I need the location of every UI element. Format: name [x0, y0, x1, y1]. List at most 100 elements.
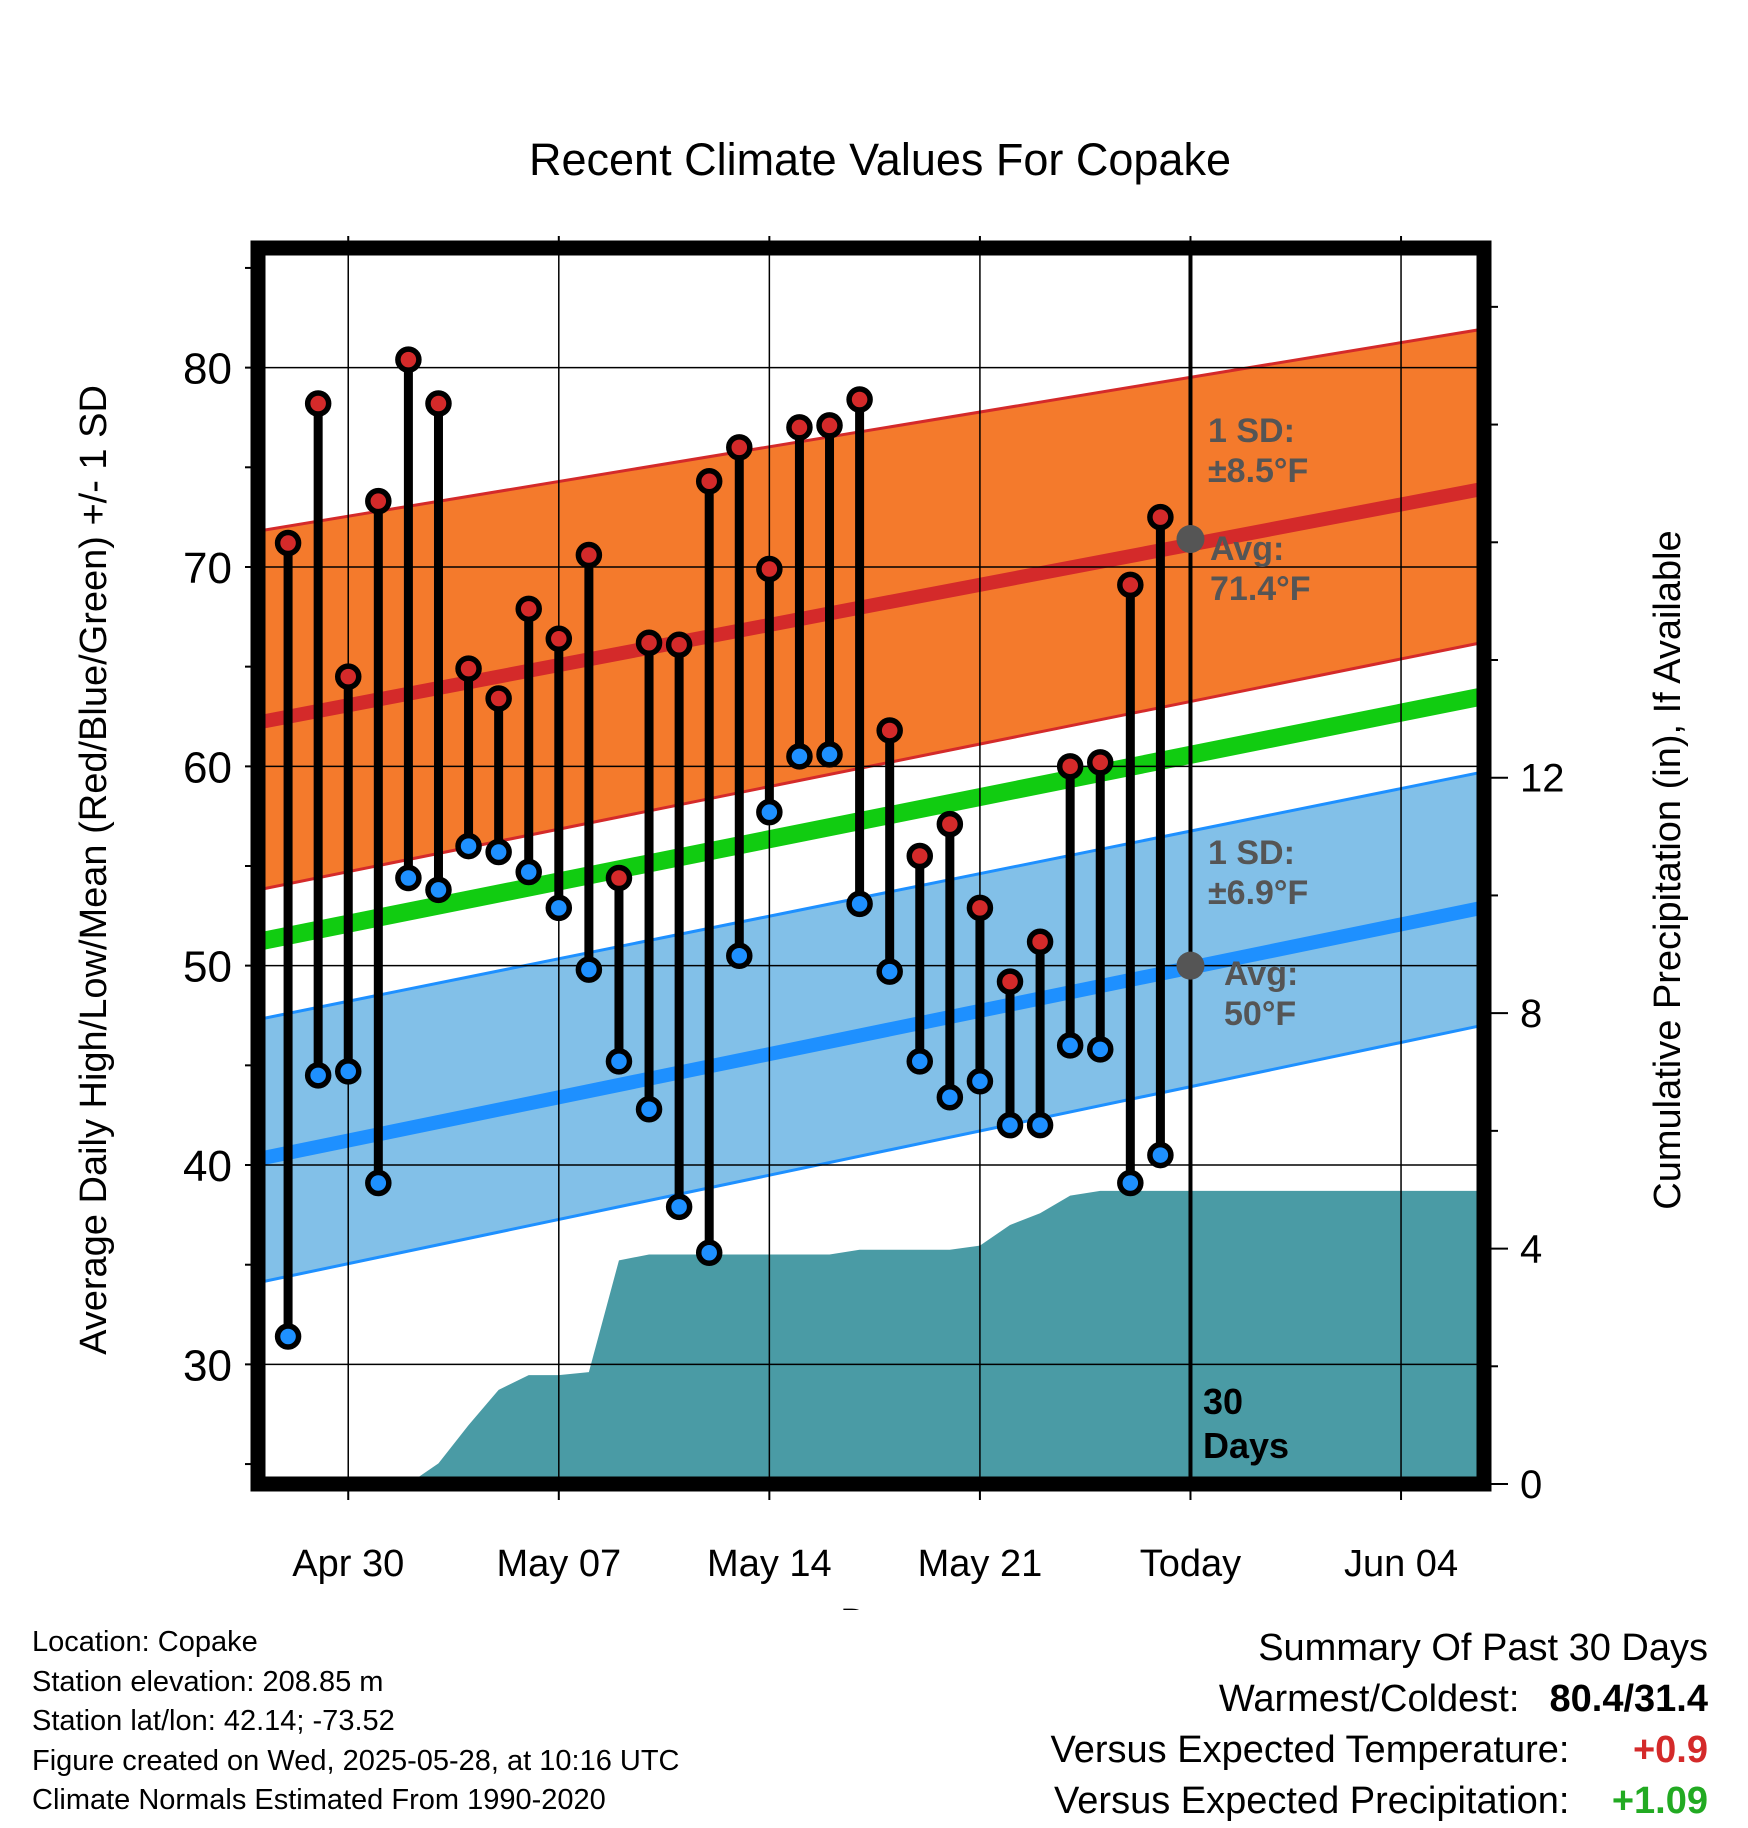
y2-axis-label: Cumulative Precipitation (in), If Availa… [1647, 530, 1689, 1209]
daily-low-point [425, 876, 452, 904]
daily-low-point [756, 798, 783, 826]
today-high-normal-marker [1176, 525, 1205, 554]
daily-high-point [906, 842, 934, 870]
daily-low-point [846, 890, 873, 918]
daily-high-point [846, 386, 873, 413]
temp-label: Versus Expected Temperature: [1050, 1729, 1570, 1771]
low-sd-band-upper-edge [258, 770, 1484, 1021]
plot-inner [258, 248, 1484, 1484]
x-tick-label: May 14 [707, 1543, 832, 1585]
high-normal-line [258, 481, 1484, 730]
low-normal-line [258, 900, 1484, 1166]
y-tick-label: 70 [183, 544, 232, 593]
daily-low-point [726, 942, 753, 969]
high-sd-value: ±8.5°F [1208, 452, 1308, 490]
high-avg-label: Avg: [1210, 530, 1284, 568]
daily-high-point [274, 529, 302, 557]
daily-high-point [515, 595, 542, 623]
daily-low-point [996, 1111, 1024, 1139]
high-sd-band-upper-edge [258, 327, 1484, 533]
daily-high-point [365, 487, 392, 515]
daily-high-point [575, 541, 603, 569]
daily-high-point [936, 810, 964, 838]
daily-high-point [996, 968, 1024, 995]
summary-row-temp: Versus Expected Temperature: +0.9 [1051, 1725, 1708, 1776]
daily-high-point [756, 555, 783, 583]
daily-low-point [695, 1239, 723, 1266]
precipitation-area [288, 1190, 1484, 1484]
climate-chart: Recent Climate Values For Copake 1 SD:±8… [73, 134, 1689, 1610]
warm-cold-value: 80.4/31.4 [1549, 1678, 1708, 1720]
daily-high-point [1026, 928, 1054, 956]
daily-high-point [966, 894, 994, 922]
y2-tick-label: 4 [1520, 1228, 1542, 1272]
latlon-text: Station lat/lon: 42.14; -73.52 [32, 1705, 395, 1737]
x-tick-label: Jun 04 [1344, 1543, 1458, 1585]
y2-tick-label: 8 [1520, 992, 1542, 1036]
low-sd-band-lower-edge [258, 1023, 1484, 1285]
daily-low-point [1147, 1141, 1174, 1169]
daily-low-point [816, 741, 843, 768]
location-text: Location: Copake [32, 1626, 258, 1658]
chart-title: Recent Climate Values For Copake [529, 134, 1231, 185]
y-tick-label: 30 [183, 1341, 232, 1390]
daily-high-point [665, 631, 693, 658]
x-tick-label: Apr 30 [292, 1543, 404, 1585]
y-tick-label: 60 [183, 743, 232, 792]
daily-low-point [966, 1068, 994, 1095]
daily-high-point [1086, 749, 1114, 776]
days-word-label: Days [1203, 1425, 1289, 1466]
daily-high-point [726, 434, 753, 461]
daily-low-point [274, 1323, 302, 1350]
daily-low-point [906, 1048, 934, 1075]
warm-cold-label: Warmest/Coldest: [1218, 1678, 1520, 1720]
daily-low-point [455, 832, 482, 860]
precip-value: +1.09 [1611, 1780, 1708, 1822]
daily-high-point [816, 412, 843, 439]
station-info: Location: Copake Station elevation: 208.… [32, 1623, 680, 1821]
x-tick-label: May 21 [918, 1543, 1043, 1585]
low-avg-value: 50°F [1224, 995, 1296, 1033]
daily-high-point [635, 629, 663, 656]
days-count-label: 30 [1203, 1381, 1243, 1422]
daily-low-point [635, 1095, 663, 1123]
precip-label: Versus Expected Precipitation: [1054, 1780, 1570, 1822]
daily-low-point [665, 1193, 693, 1221]
daily-high-point [485, 685, 512, 712]
daily-low-point [334, 1058, 362, 1085]
daily-high-point [1147, 503, 1174, 531]
daily-high-point [425, 390, 452, 417]
y-axis-label: Average Daily High/Low/Mean (Red/Blue/Gr… [73, 385, 115, 1355]
normals-text: Climate Normals Estimated From 1990-2020 [32, 1784, 606, 1816]
y2-tick-label: 12 [1520, 757, 1565, 801]
mean-normal-line [258, 686, 1484, 951]
summary-row-warm-cold: Warmest/Coldest: 80.4/31.4 [1051, 1674, 1708, 1725]
daily-low-point [786, 743, 813, 770]
daily-high-point [605, 864, 633, 892]
low-sd-label: 1 SD: [1208, 834, 1295, 872]
y2-tick-label: 0 [1520, 1463, 1542, 1507]
y-tick-label: 80 [183, 345, 232, 394]
x-tick-label: May 07 [496, 1543, 621, 1585]
daily-low-point [605, 1048, 633, 1075]
daily-low-point [545, 894, 573, 922]
daily-high-point [455, 655, 482, 682]
daily-low-point [876, 958, 903, 985]
high-avg-value: 71.4°F [1210, 570, 1311, 608]
plot-frame [250, 240, 1492, 1492]
daily-low-point [365, 1169, 392, 1197]
daily-low-point [575, 956, 603, 983]
daily-low-point [1086, 1036, 1114, 1063]
daily-high-point [876, 717, 903, 744]
temp-value: +0.9 [1632, 1729, 1708, 1771]
daily-high-point [545, 625, 573, 652]
daily-low-point [1056, 1032, 1084, 1059]
daily-low-point [515, 858, 542, 886]
low-avg-label: Avg: [1224, 955, 1298, 993]
high-sd-label: 1 SD: [1208, 412, 1295, 450]
daily-low-point [304, 1062, 332, 1089]
daily-high-point [334, 663, 362, 690]
y-tick-label: 40 [183, 1142, 232, 1191]
daily-low-point [936, 1084, 964, 1111]
